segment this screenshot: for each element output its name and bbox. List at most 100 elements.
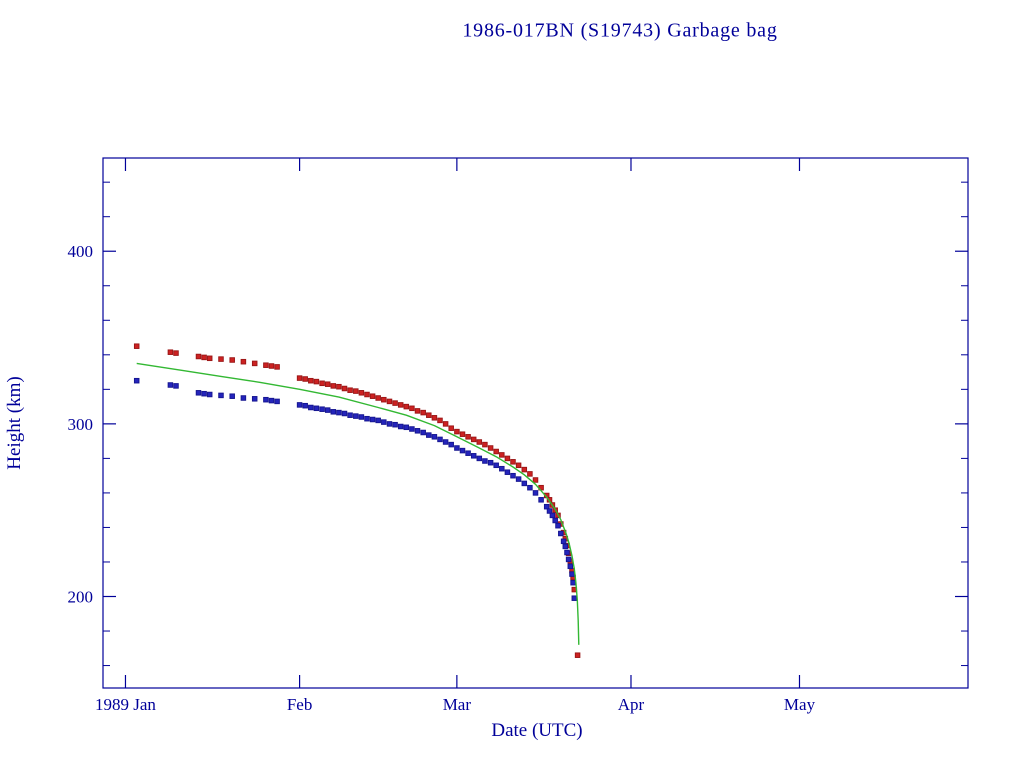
blue-squares-marker [562,543,569,550]
red-squares-marker [206,355,213,362]
blue-squares-marker [358,414,365,420]
blue-squares-marker [437,436,443,443]
red-squares-marker [302,376,308,382]
blue-squares-marker [381,419,387,425]
blue-squares-marker [558,530,564,537]
blue-squares-marker [409,426,415,432]
blue-squares-marker [555,522,561,529]
blue-squares-marker [375,417,381,424]
blue-squares-marker [569,571,575,577]
red-squares-marker [313,378,320,385]
x-tick-label: May [784,695,816,714]
blue-squares-marker [308,404,314,411]
red-squares-marker [499,452,505,458]
red-squares-marker [319,380,325,387]
blue-squares-marker [482,458,488,464]
red-squares-marker [274,364,280,370]
blue-squares-marker [341,410,348,417]
red-squares-marker [358,390,365,396]
red-squares-marker [268,363,275,369]
y-tick-label: 300 [68,415,94,434]
x-axis-title: Date (UTC) [491,720,583,741]
y-tick-label: 200 [68,588,94,607]
blue-squares-marker [133,377,140,384]
red-squares-marker [347,387,353,393]
blue-squares-marker [268,397,275,404]
red-squares-marker [487,445,494,451]
blue-squares-marker [521,480,528,487]
x-tick-label: Feb [287,695,313,714]
red-squares-marker [448,425,454,431]
red-squares-marker [364,391,370,398]
red-squares-marker [296,375,303,381]
red-squares-marker [515,462,522,469]
red-squares-marker [420,409,426,416]
red-squares-marker [251,360,258,367]
blue-squares-marker [369,416,376,423]
blue-squares-marker [324,407,331,413]
x-tick-label: 1989 Jan [95,695,156,714]
blue-squares-marker [565,556,572,563]
blue-squares-marker [442,439,449,445]
blue-squares-marker [570,579,576,586]
blue-squares-marker [218,392,224,399]
blue-squares-marker [195,390,202,396]
blue-squares-marker [330,409,337,415]
red-squares-marker [414,408,421,414]
red-squares-marker [133,343,140,349]
blue-squares-marker [274,398,280,405]
blue-squares-marker [386,421,393,427]
blue-squares-marker [459,447,466,454]
red-squares-marker [386,398,393,405]
red-squares-marker [504,455,511,462]
blue-squares-marker [431,434,438,440]
red-squares-marker [426,412,432,418]
blue-squares-marker [543,503,550,510]
blue-squares-marker [470,453,477,459]
blue-squares-marker [353,413,359,419]
blue-squares-marker [504,469,511,475]
blue-squares-marker [206,391,213,398]
red-squares-marker [330,383,337,389]
red-squares-marker [493,448,499,455]
red-squares-marker [173,350,179,356]
blue-squares-marker [240,395,247,401]
y-tick-label: 400 [68,242,94,261]
red-squares-marker [341,385,348,392]
blue-squares-marker [448,441,454,448]
blue-squares-marker [229,393,235,399]
red-squares-marker [409,405,415,412]
red-squares-marker [459,431,466,437]
chart-title: 1986-017BN (S19743) Garbage bag [462,19,778,42]
red-squares-marker [403,403,410,410]
red-squares-marker [369,393,376,399]
blue-squares-marker [201,390,207,397]
red-squares-marker [201,354,207,361]
blue-squares-marker [515,476,522,482]
blue-squares-marker [296,402,303,408]
red-squares-marker [470,436,477,443]
blue-squares-marker [336,409,342,416]
blue-squares-marker [510,472,516,479]
blue-squares-marker [364,415,370,422]
blue-squares-marker [347,412,353,418]
red-squares-marker [465,434,471,440]
x-tick-label: Apr [618,695,645,714]
blue-squares-marker [465,450,471,456]
red-squares-marker [308,377,314,384]
blue-squares-marker [493,462,499,469]
blue-squares-marker [167,382,174,388]
green-line [136,362,580,645]
blue-squares-marker [567,563,574,570]
red-squares-marker [263,362,269,368]
blue-squares-marker [549,512,556,519]
blue-squares-marker [487,459,494,466]
blue-squares-marker [251,396,258,402]
red-squares-marker [195,353,202,360]
red-squares-marker [397,402,404,408]
blue-squares-marker [403,424,410,431]
red-squares-marker [476,439,483,445]
red-squares-marker [392,400,398,406]
